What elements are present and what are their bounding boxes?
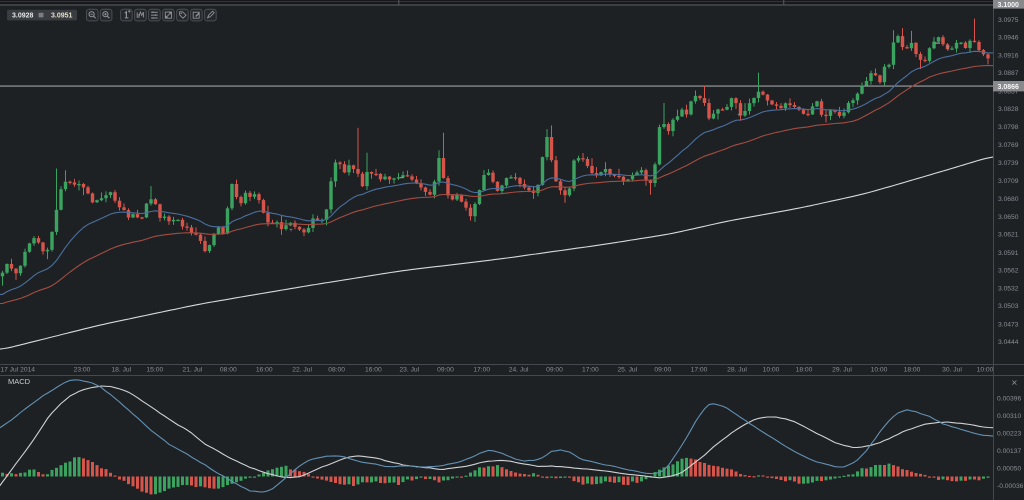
svg-text:3.0866: 3.0866 (998, 84, 1020, 91)
svg-text:29. Jul: 29. Jul (832, 366, 852, 373)
svg-text:3.0928: 3.0928 (12, 12, 34, 19)
svg-text:0.00137: 0.00137 (997, 448, 1021, 455)
svg-text:09:00: 09:00 (654, 366, 671, 373)
svg-text:3.0444: 3.0444 (998, 339, 1019, 346)
svg-text:T: T (946, 46, 950, 53)
svg-text:-0.00036: -0.00036 (997, 483, 1024, 490)
svg-text:16:00: 16:00 (365, 366, 382, 373)
svg-text:21. Jul: 21. Jul (183, 366, 203, 373)
svg-text:3.0473: 3.0473 (998, 321, 1019, 328)
svg-text:09:00: 09:00 (546, 366, 563, 373)
svg-text:3.0591: 3.0591 (998, 250, 1019, 257)
svg-text:3.0709: 3.0709 (998, 178, 1019, 185)
svg-text:3.0503: 3.0503 (998, 303, 1019, 310)
svg-text:17 Jul 2014: 17 Jul 2014 (0, 366, 35, 373)
svg-text:23. Jul: 23. Jul (399, 366, 419, 373)
svg-text:3.0951: 3.0951 (51, 12, 73, 19)
svg-text:17:00: 17:00 (582, 366, 599, 373)
svg-text:15:00: 15:00 (146, 366, 163, 373)
svg-text:3.0769: 3.0769 (998, 142, 1019, 149)
svg-text:10:00: 10:00 (763, 366, 780, 373)
svg-text:0.00396: 0.00396 (997, 395, 1021, 402)
svg-text:3.0887: 3.0887 (998, 70, 1019, 77)
svg-text:17:00: 17:00 (473, 366, 490, 373)
svg-text:3.1000: 3.1000 (998, 2, 1020, 9)
svg-text:3.0975: 3.0975 (998, 17, 1019, 24)
svg-text:✕: ✕ (1011, 379, 1018, 388)
svg-text:16:00: 16:00 (256, 366, 273, 373)
svg-text:+: + (737, 113, 741, 119)
svg-text:0.00310: 0.00310 (997, 413, 1021, 420)
svg-text:10:00: 10:00 (977, 366, 994, 373)
svg-text:08:00: 08:00 (220, 366, 237, 373)
svg-text:28. Jul: 28. Jul (727, 366, 747, 373)
svg-text:18. Jul: 18. Jul (111, 366, 131, 373)
svg-text:3.0798: 3.0798 (998, 124, 1019, 131)
svg-text:3.0532: 3.0532 (998, 286, 1019, 293)
svg-text:3.0857: 3.0857 (998, 88, 1019, 95)
svg-text:0.00223: 0.00223 (997, 430, 1021, 437)
svg-text:08:00: 08:00 (328, 366, 345, 373)
svg-text:+: + (289, 228, 293, 234)
svg-text:23:00: 23:00 (74, 366, 91, 373)
svg-text:25. Jul: 25. Jul (617, 366, 637, 373)
svg-text:22. Jul: 22. Jul (292, 366, 312, 373)
svg-text:24. Jul: 24. Jul (509, 366, 529, 373)
svg-text:10:00: 10:00 (871, 366, 888, 373)
svg-text:18:00: 18:00 (796, 366, 813, 373)
svg-text:MACD: MACD (8, 377, 31, 386)
svg-text:17:00: 17:00 (691, 366, 708, 373)
svg-text:3.0739: 3.0739 (998, 160, 1019, 167)
svg-text:3.0828: 3.0828 (998, 106, 1019, 113)
svg-text:3.0650: 3.0650 (998, 214, 1019, 221)
svg-text:3.0562: 3.0562 (998, 267, 1019, 274)
svg-text:3.0916: 3.0916 (998, 53, 1019, 60)
svg-text:0.00050: 0.00050 (997, 465, 1021, 472)
svg-text:09:00: 09:00 (437, 366, 454, 373)
svg-text:3.0680: 3.0680 (998, 196, 1019, 203)
svg-text:30. Jul: 30. Jul (942, 366, 962, 373)
svg-text:18:00: 18:00 (904, 366, 921, 373)
svg-text:3.0621: 3.0621 (998, 232, 1019, 239)
svg-text:3.0946: 3.0946 (998, 34, 1019, 41)
